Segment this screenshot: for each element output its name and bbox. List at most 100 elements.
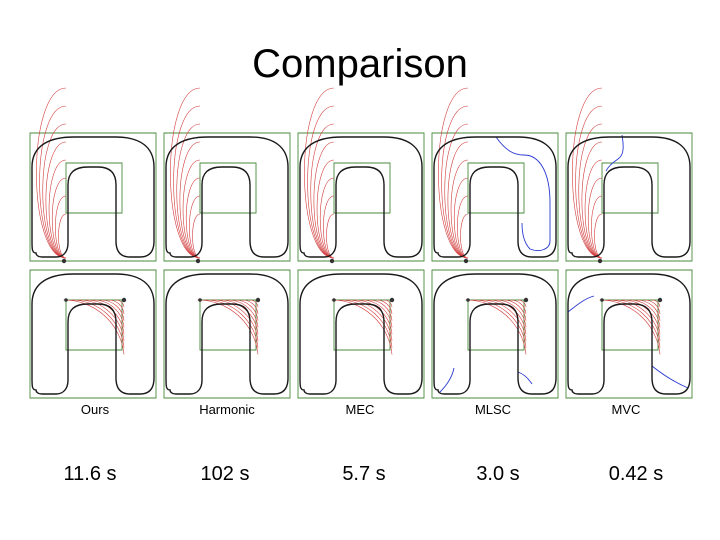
shape-outline [31,273,155,395]
handle-point [466,298,470,302]
handle-point [597,258,603,264]
cage-outline [29,269,157,399]
contour-line [472,299,527,348]
negative-contour [567,295,595,313]
handle-point [332,298,336,302]
handle-point [64,298,68,302]
contour-line [249,299,259,308]
contour-line [338,299,393,348]
contour-line [594,213,603,259]
time-label-mec: 5.7 s [342,463,386,485]
contour-line [581,141,603,259]
contour-line [48,159,67,259]
shape-outline [165,273,289,395]
contour-line [575,105,603,259]
contour-line [115,299,125,308]
panel-r0-c2 [297,87,425,264]
handle-point [121,297,127,303]
method-label-ours: Ours [80,402,110,417]
contour-line [242,299,259,314]
contour-line [651,299,661,308]
method-label-mvc: MVC [611,402,641,417]
contour-line [313,141,335,259]
negative-contour [517,371,533,385]
contour-line [186,177,201,259]
handle-point [600,298,604,302]
contour-line [36,87,67,259]
shape-outline [299,273,423,395]
contour-line [204,299,259,348]
contour-line [58,213,67,259]
contour-line [465,299,527,355]
handle-point [657,297,663,303]
panel-r0-c4 [565,87,693,264]
contour-line [629,299,661,328]
negative-contour [439,367,455,393]
contour-line [212,299,259,341]
contour-line [93,299,125,328]
slide-title: Comparison [252,42,468,86]
shape-outline [433,273,557,395]
contour-line [353,299,393,335]
contour-line [192,213,201,259]
contour-line [584,159,603,259]
cage-outline [431,269,559,399]
panel-r0-c1 [163,87,291,264]
panel-r1-c1 [163,269,291,399]
panel-r1-c0 [29,269,157,399]
contour-line [326,213,335,259]
contour-line [517,299,527,308]
panel-r1-c4 [565,269,693,399]
contour-line [614,299,661,341]
shape-outline [567,136,691,258]
contour-line [383,299,393,308]
contour-line [510,299,527,314]
contour-line [438,87,469,259]
contour-line [45,141,67,259]
contour-line [495,299,527,328]
shape-outline [31,136,155,258]
contour-line [636,299,661,321]
contour-lines [438,87,469,259]
contour-line [219,299,259,335]
contour-line [361,299,393,328]
cage-outline [565,132,693,262]
contour-line [621,299,661,335]
contour-lines [36,87,67,259]
contour-lines [63,299,125,355]
contour-lines [572,87,603,259]
panel-r0-c0 [29,87,157,264]
time-label-harmonic: 102 s [200,463,250,485]
contour-line [599,299,661,355]
contour-line [450,159,469,259]
contour-line [100,299,125,321]
contour-line [70,299,125,348]
time-label-ours: 11.6 s [63,463,117,485]
negative-contour [651,365,689,389]
contour-lines [170,87,201,259]
cage-outline [163,132,291,262]
contour-line [173,105,201,259]
contour-line [502,299,527,321]
contour-lines [331,299,393,355]
contour-line [52,177,67,259]
contour-line [78,299,125,341]
time-label-mvc: 0.42 s [608,463,664,485]
contour-line [108,299,125,314]
negative-contour [605,134,624,172]
handle-point [195,258,201,264]
contour-line [460,213,469,259]
contour-line [304,87,335,259]
contour-line [447,141,469,259]
method-label-mlsc: MLSC [474,402,512,417]
contour-line [234,299,259,321]
contour-lines [465,299,527,355]
handle-point [389,297,395,303]
cage-outline [163,269,291,399]
handle-point [329,258,335,264]
contour-line [331,299,393,355]
handle-point [61,258,67,264]
contour-line [316,159,335,259]
contour-line [170,87,201,259]
